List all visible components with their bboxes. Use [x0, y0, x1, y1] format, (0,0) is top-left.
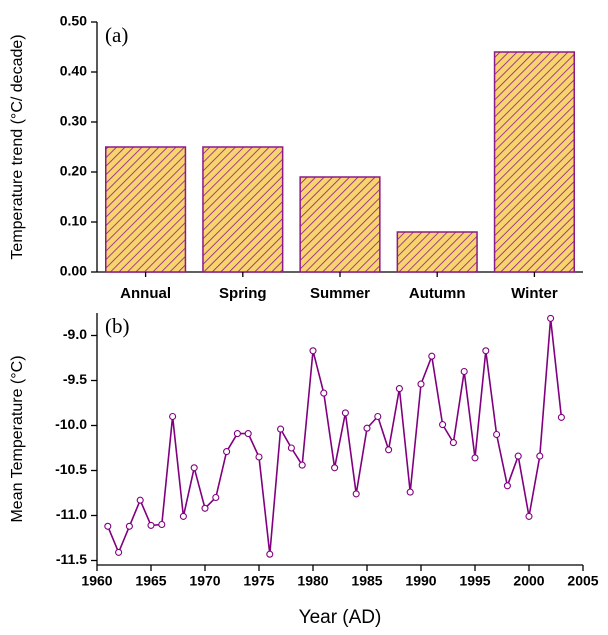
point [255, 453, 263, 461]
point [460, 367, 468, 376]
y-tick-label: -10.5 [55, 461, 87, 477]
point [547, 314, 555, 322]
point [298, 461, 306, 469]
x-tick-label: 1985 [351, 573, 382, 589]
x-tick-label: Autumn [409, 285, 466, 302]
y-tick-label: -9.5 [63, 371, 87, 387]
x-tick-label: 1990 [405, 573, 436, 589]
x-tick-label: 1965 [135, 573, 166, 589]
bar [104, 146, 187, 273]
point [201, 504, 209, 512]
x-tick-label: 1970 [189, 573, 220, 589]
point [385, 446, 393, 454]
point [503, 482, 511, 490]
point [341, 409, 349, 417]
bar [396, 231, 478, 273]
series-line [107, 318, 563, 555]
point [352, 490, 360, 498]
point [244, 430, 252, 438]
point [471, 454, 479, 462]
point [190, 464, 198, 472]
x-tick-label: 1975 [243, 573, 274, 589]
y-tick-label: -11.0 [56, 506, 87, 522]
y-tick-label: 0.10 [60, 213, 87, 229]
point [417, 380, 425, 388]
point [395, 385, 403, 393]
bar [493, 51, 576, 273]
x-tick-label: 2000 [513, 573, 544, 589]
point [115, 548, 123, 556]
y-tick-label: -11.5 [56, 551, 87, 567]
point [179, 512, 187, 520]
point [125, 522, 133, 530]
x-tick-label: 1980 [297, 573, 328, 589]
point [136, 496, 144, 504]
point [331, 464, 339, 472]
bar [202, 146, 284, 273]
annotation: (a) [105, 23, 128, 47]
x-tick-label: 1960 [81, 573, 112, 589]
point [557, 413, 565, 421]
point [169, 412, 177, 421]
point [223, 448, 231, 456]
point [287, 444, 295, 452]
x-tick-label: Winter [511, 285, 558, 302]
x-tick-label: 2005 [567, 573, 598, 589]
point [428, 352, 436, 360]
point [525, 512, 533, 520]
y-axis-title: Temperature trend (°C/ decade) [9, 34, 26, 259]
y-axis-title: Mean Temperature (°C) [9, 355, 26, 522]
point [482, 347, 490, 355]
point [104, 522, 112, 530]
y-tick-label: -9.0 [63, 326, 87, 342]
y-tick-label: 0.30 [60, 113, 87, 129]
point [493, 430, 501, 439]
point [449, 439, 457, 447]
point [363, 424, 371, 432]
point [212, 493, 220, 502]
point [309, 347, 317, 355]
point [277, 425, 285, 433]
y-tick-label: 0.20 [60, 163, 87, 179]
x-tick-label: Summer [310, 285, 370, 302]
point [536, 452, 544, 460]
y-tick-label: -10.0 [55, 416, 87, 432]
point [374, 412, 382, 421]
x-axis-title: Year (AD) [299, 607, 382, 628]
point [439, 421, 447, 429]
bar [299, 176, 381, 273]
point [514, 452, 522, 460]
y-tick-label: 0.00 [60, 263, 87, 279]
point [158, 520, 166, 529]
point [406, 488, 414, 496]
point [147, 521, 155, 529]
point [233, 430, 241, 438]
point [266, 550, 274, 558]
x-tick-label: Annual [120, 285, 171, 302]
x-tick-label: Spring [219, 285, 267, 302]
point [320, 389, 328, 397]
annotation: (b) [105, 314, 130, 338]
x-tick-label: 1995 [459, 573, 490, 589]
y-tick-label: 0.50 [60, 13, 87, 29]
y-tick-label: 0.40 [60, 63, 87, 79]
